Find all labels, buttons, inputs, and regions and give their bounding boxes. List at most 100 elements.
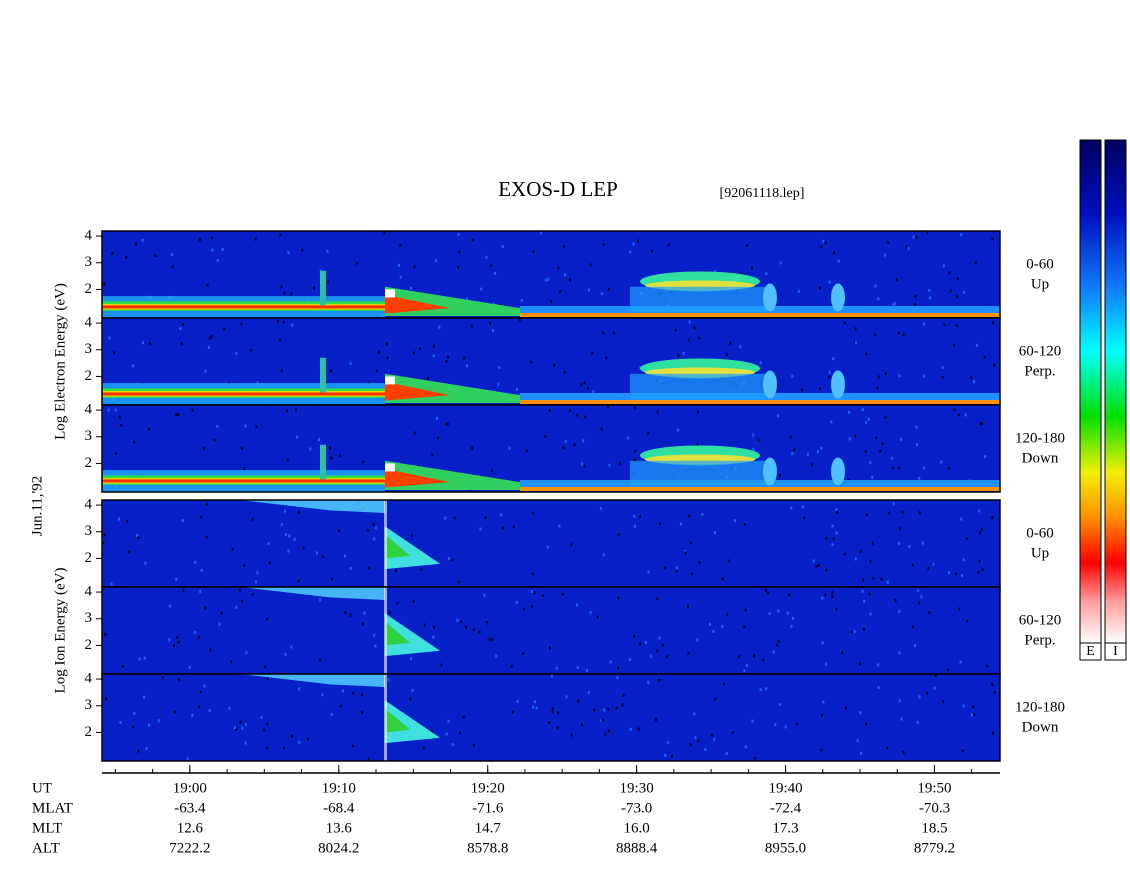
noise	[859, 711, 862, 715]
noise	[114, 452, 117, 456]
noise	[893, 301, 896, 305]
noise	[208, 336, 211, 340]
noise	[378, 350, 381, 354]
noise	[647, 570, 650, 574]
noise	[980, 528, 983, 532]
noise	[436, 436, 439, 440]
noise	[375, 369, 378, 373]
ephemeris-value: 8888.4	[616, 840, 658, 856]
noise	[260, 716, 263, 720]
noise	[352, 744, 355, 748]
noise	[949, 289, 952, 293]
noise	[117, 517, 120, 521]
noise	[200, 515, 203, 519]
noise	[753, 654, 756, 658]
noise	[330, 713, 333, 717]
noise	[843, 321, 846, 325]
noise	[349, 613, 352, 617]
noise	[557, 266, 560, 270]
noise	[550, 300, 553, 304]
noise	[238, 588, 241, 592]
noise	[479, 527, 482, 531]
noise	[235, 352, 238, 356]
panel-angle: 0-60	[1026, 525, 1054, 541]
noise	[423, 623, 426, 627]
noise	[211, 236, 214, 240]
noise	[601, 718, 604, 722]
noise	[835, 507, 838, 511]
noise	[824, 593, 827, 597]
y-axis-label: Log Electron Energy (eV)	[52, 283, 68, 440]
ephemeris-value: 13.6	[326, 820, 353, 836]
noise	[869, 612, 872, 616]
noise	[544, 434, 547, 438]
noise	[138, 657, 141, 661]
noise	[712, 629, 715, 633]
noise	[725, 353, 728, 357]
noise	[831, 595, 834, 599]
noise	[644, 641, 647, 645]
noise	[175, 413, 178, 417]
noise	[697, 739, 700, 743]
noise	[694, 736, 697, 740]
noise	[869, 461, 872, 465]
noise	[363, 611, 366, 615]
noise	[235, 727, 238, 731]
ion-edge	[384, 587, 387, 674]
noise	[815, 564, 818, 568]
noise	[522, 607, 525, 611]
noise	[386, 342, 389, 346]
noise	[133, 440, 136, 444]
noise	[898, 651, 901, 655]
noise	[490, 264, 493, 268]
colorbar-label: E	[1086, 644, 1095, 659]
noise	[854, 341, 857, 345]
noise	[142, 341, 145, 345]
noise	[711, 733, 714, 737]
noise	[958, 413, 961, 417]
noise	[739, 345, 742, 349]
noise	[593, 708, 596, 712]
noise	[877, 297, 880, 301]
noise	[478, 630, 481, 634]
noise	[940, 460, 943, 464]
noise	[361, 711, 364, 715]
noise	[772, 650, 775, 654]
noise	[148, 723, 151, 727]
noise	[339, 704, 342, 708]
noise	[533, 591, 536, 595]
noise	[743, 669, 746, 673]
noise	[978, 559, 981, 563]
noise	[984, 455, 987, 459]
x-tick-label: 19:40	[768, 780, 802, 796]
noise	[776, 383, 779, 387]
spike	[385, 289, 395, 298]
noise	[633, 514, 636, 518]
noise	[650, 249, 653, 253]
panel-background	[102, 674, 1000, 761]
noise	[820, 446, 823, 450]
y-tick-label: 2	[85, 550, 93, 566]
flux-core	[102, 479, 385, 483]
noise	[207, 346, 210, 350]
panel-direction: Down	[1022, 719, 1059, 735]
noise	[399, 243, 402, 247]
noise	[591, 351, 594, 355]
noise	[915, 443, 918, 447]
noise	[877, 375, 880, 379]
noise	[912, 235, 915, 239]
noise	[757, 438, 760, 442]
noise	[920, 595, 923, 599]
flux-cloud	[630, 286, 770, 313]
noise	[457, 265, 460, 269]
bottom-line	[520, 487, 1000, 491]
noise	[220, 611, 223, 615]
flux-blob	[831, 283, 845, 312]
noise	[290, 292, 293, 296]
noise	[312, 286, 315, 290]
noise	[557, 711, 560, 715]
noise	[953, 343, 956, 347]
panel-frame	[101, 673, 1001, 762]
noise	[821, 596, 824, 600]
noise	[698, 336, 701, 340]
